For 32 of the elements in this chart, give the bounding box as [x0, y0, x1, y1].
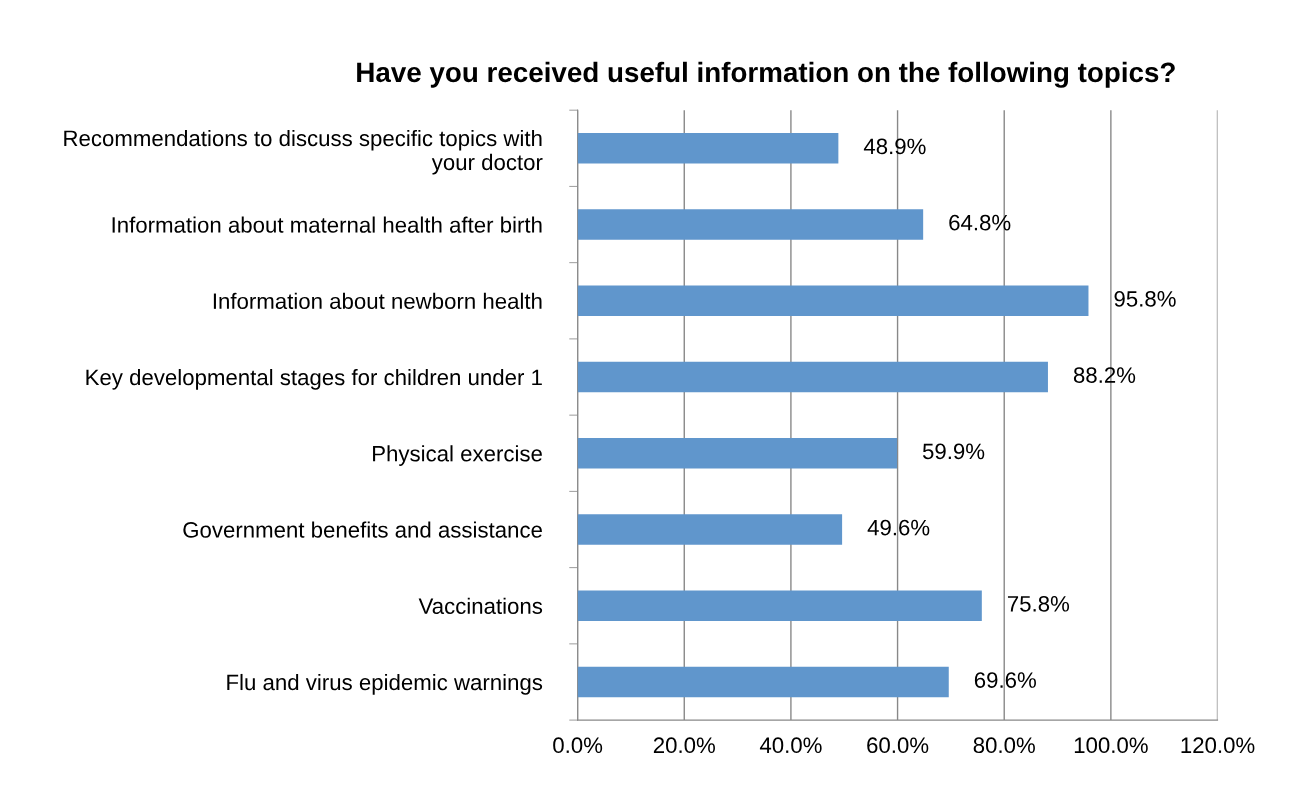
y-tick-label: Flu and virus epidemic warnings [227, 673, 543, 695]
data-label: 64.8% [949, 214, 1011, 231]
data-label: 88.2% [1073, 367, 1136, 383]
bar [577, 514, 843, 545]
bar [577, 209, 924, 240]
y-tick-label: Physical exercise [373, 445, 542, 466]
data-label: 95.8% [1114, 291, 1176, 307]
y-tick-label: Information about newborn health [213, 292, 542, 310]
bar [577, 590, 982, 621]
y-tick-label: Key developmental stages for children under 1 [86, 368, 542, 390]
x-tick-label: 0.0% [553, 737, 603, 754]
data-label: 49.6% [867, 519, 930, 536]
data-label: 48.9% [863, 138, 926, 155]
bar [577, 438, 898, 469]
data-label: 59.9% [922, 443, 985, 460]
x-tick-label: 40.0% [759, 737, 822, 754]
bar [577, 361, 1048, 393]
x-tick-label: 120.0% [1181, 737, 1255, 754]
x-tick-label: 60.0% [867, 737, 929, 754]
x-tick-label: 20.0% [653, 737, 715, 754]
bar [577, 285, 1089, 317]
data-label: 69.6% [974, 672, 1036, 688]
data-label: 75.8% [1007, 595, 1070, 612]
y-tick-label: Government benefits and assistance [183, 521, 542, 538]
x-tick-label: 100.0% [1074, 737, 1148, 754]
y-tick-label: Vaccinations [418, 597, 543, 615]
y-tick-label: Information about maternal health after birth [112, 216, 542, 233]
bar [577, 666, 949, 698]
bar [577, 133, 839, 164]
x-tick-label: 80.0% [973, 737, 1035, 754]
chart-title: Have you received useful information on the following topics? [357, 61, 1175, 88]
y-tick-label: Recommendations to discuss specific topics with your doctor [64, 129, 543, 175]
